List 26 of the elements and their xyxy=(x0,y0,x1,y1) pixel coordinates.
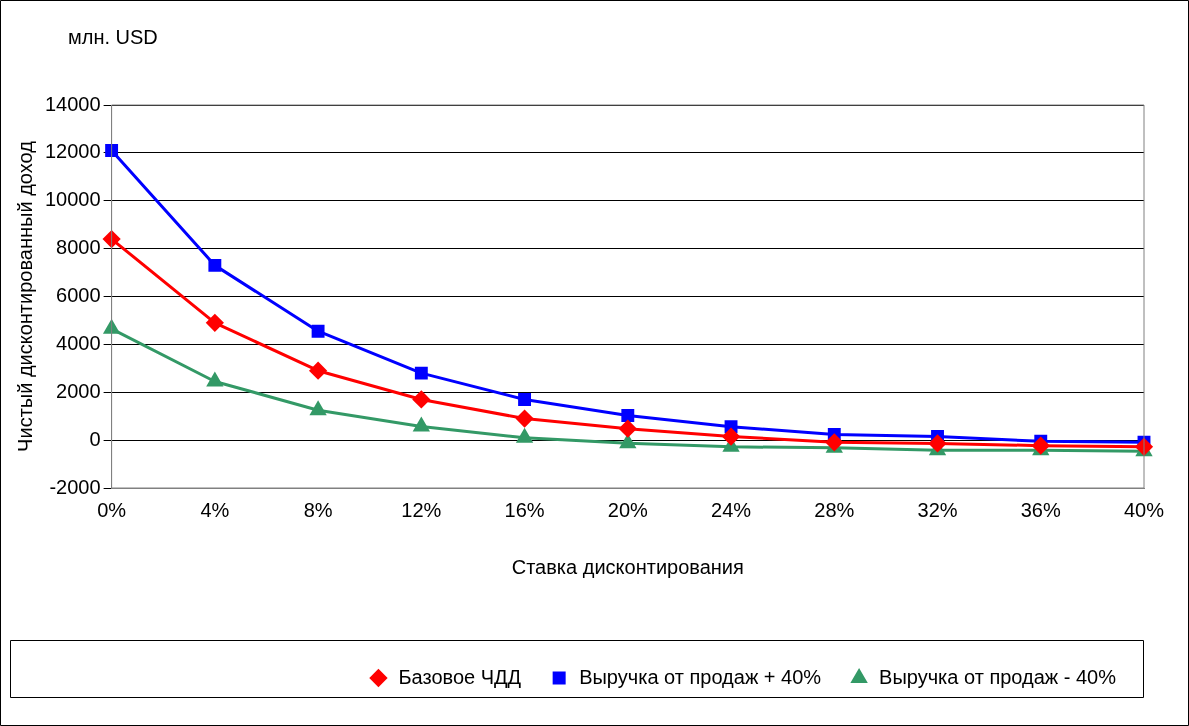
y-tick-label: 6000 xyxy=(56,284,101,307)
text: млн. USD xyxy=(68,25,158,48)
x-tick-label: 40% xyxy=(1123,498,1165,521)
x-tick-label: 28% xyxy=(814,498,855,521)
y-tick-label: 0 xyxy=(89,427,101,450)
x-tick-label: 4% xyxy=(200,498,230,521)
x-tick-label: 12% xyxy=(401,498,442,521)
x-axis-title: Ставка дисконтирования xyxy=(511,555,744,578)
x-tick-label: 36% xyxy=(1020,498,1061,521)
y-tick-label: 14000 xyxy=(44,92,101,115)
x-tick-label: 0% xyxy=(97,498,127,521)
y-tick-label: -2000 xyxy=(49,475,101,498)
x-tick-label: 16% xyxy=(504,498,545,521)
legend-label: Выручка от продаж - 40% xyxy=(879,665,1117,688)
x-tick-label: 8% xyxy=(303,498,333,521)
y-tick-label: 2000 xyxy=(56,379,101,402)
x-tick-label: 24% xyxy=(711,498,752,521)
x-tick-label: 20% xyxy=(607,498,649,521)
y-tick-label: 8000 xyxy=(56,236,101,259)
legend-label: Выручка от продаж + 40% xyxy=(579,665,822,688)
y-axis-title: Чистый дисконтированный доход xyxy=(13,140,36,452)
y-tick-label: 12000 xyxy=(44,140,101,163)
y-tick-label: 10000 xyxy=(44,188,101,211)
legend-label: Базовое ЧДД xyxy=(398,665,522,688)
x-tick-label: 32% xyxy=(917,498,958,521)
y-tick-label: 4000 xyxy=(56,331,101,354)
